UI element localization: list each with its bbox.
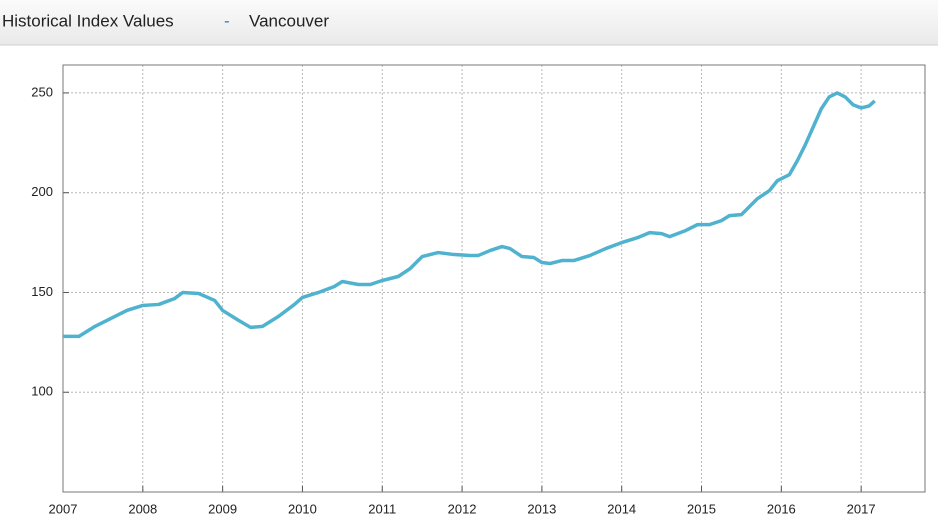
y-tick-label: 150 [31,284,53,299]
title-separator: - [224,11,230,30]
x-tick-label: 2017 [847,501,876,516]
x-tick-label: 2016 [767,501,796,516]
y-tick-label: 200 [31,184,53,199]
x-tick-label: 2015 [687,501,716,516]
data-line [63,91,876,339]
chart-subtitle: Vancouver [249,11,329,30]
plot-frame [62,64,926,493]
x-tick-label: 2008 [128,501,157,516]
x-tick-label: 2014 [607,501,636,516]
x-tick-label: 2010 [288,501,317,516]
x-tick-label: 2012 [448,501,477,516]
chart-title: Historical Index Values [2,11,174,30]
x-tick-label: 2013 [527,501,556,516]
y-tick-label: 100 [31,384,53,399]
x-tick-label: 2007 [49,501,78,516]
header-bar [0,0,938,45]
y-tick-label: 250 [31,84,53,99]
x-tick-label: 2011 [368,501,396,516]
x-tick-label: 2009 [208,501,237,516]
